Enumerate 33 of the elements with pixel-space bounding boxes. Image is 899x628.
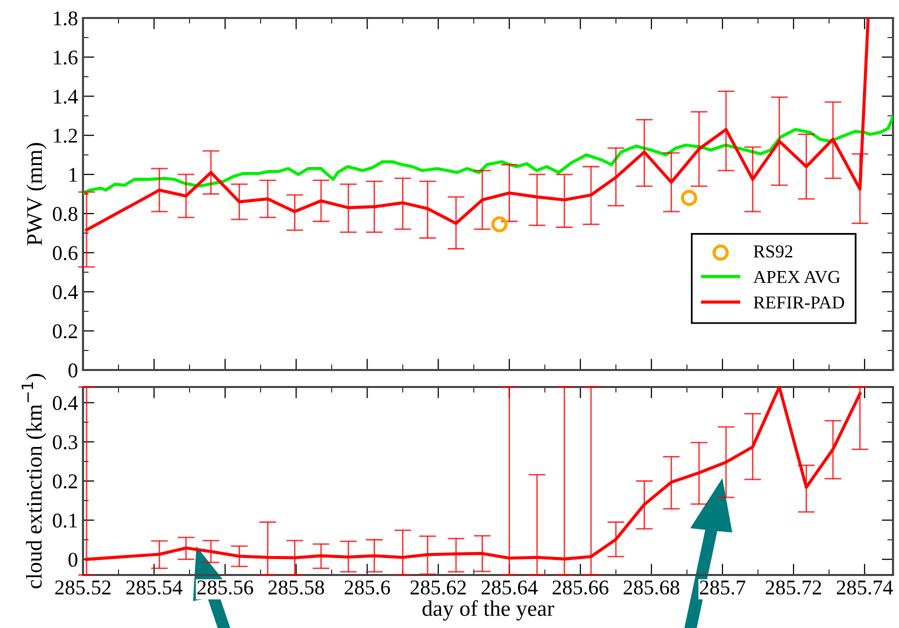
y-tick-label: 1.6: [54, 50, 78, 65]
y-tick-label: 0.6: [52, 246, 78, 260]
legend-label: RS92: [754, 245, 792, 258]
x-tick-label: 285.72: [766, 580, 822, 595]
x-tick-label: 285.66: [552, 580, 608, 595]
y-tick-label: 0.3: [52, 435, 78, 450]
y-tick-label: 0: [68, 552, 78, 567]
x-tick-label: 285.64: [482, 580, 538, 595]
x-tick-label: 285.6: [344, 580, 390, 595]
x-tick-label: 285.7: [700, 580, 746, 595]
x-axis-title: day of the year: [422, 600, 554, 621]
legend-label: APEX AVG: [753, 270, 840, 284]
x-tick-label: 285.62: [410, 580, 466, 595]
y-tick-label: 1.8: [54, 11, 78, 26]
x-tick-label: 285.56: [197, 580, 254, 595]
y-tick-label: 0.2: [52, 474, 77, 489]
x-tick-label: 285.52: [55, 580, 110, 595]
y-axis-title: PWV (mm): [26, 143, 47, 246]
y-axis-title: cloud extinction (km$^{−1}$): [22, 374, 46, 588]
y-tick-label: 0: [68, 363, 78, 378]
x-tick-label: 285.68: [624, 580, 680, 595]
y-tick-label: 0.8: [52, 206, 78, 222]
y-tick-label: 0.1: [52, 514, 77, 528]
y-tick-label: 0.2: [52, 324, 77, 338]
y-tick-label: 0.4: [52, 396, 78, 410]
x-tick-label: 285.58: [268, 580, 324, 595]
legend-label: REFIR-PAD: [754, 296, 844, 308]
y-tick-label: 1.2: [54, 128, 77, 143]
y-tick-label: 1.4: [54, 90, 78, 104]
y-tick-label: 0.4: [52, 285, 78, 300]
y-tick-label: 1: [70, 168, 77, 182]
x-tick-label: 285.54: [126, 580, 182, 595]
x-tick-label: 285.74: [836, 580, 893, 595]
